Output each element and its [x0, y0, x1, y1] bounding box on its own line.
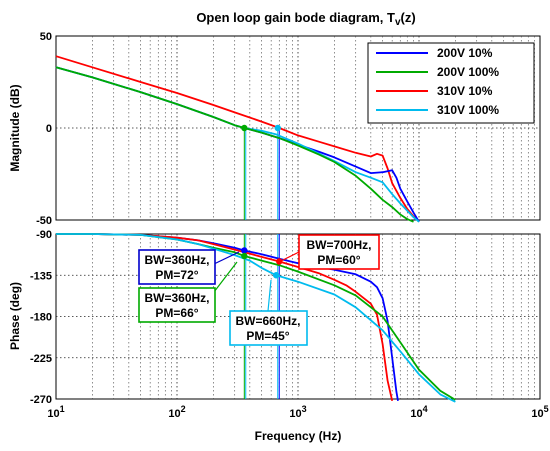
- legend-entry: 310V 10%: [376, 84, 493, 98]
- x-tick-label: 102: [168, 404, 185, 420]
- chart-title-end: (z): [401, 10, 416, 25]
- x-tick-label: 105: [531, 404, 548, 420]
- annotation-pm-label: PM=72°: [155, 268, 198, 282]
- crossover-marker: [241, 124, 248, 132]
- annotation-pm-label: PM=66°: [155, 306, 198, 320]
- annotation-pm-label: PM=60°: [317, 253, 360, 267]
- x-tick-label: 101: [47, 404, 64, 420]
- mag-ytick-label: 0: [46, 123, 52, 135]
- mag-line-series-1: [55, 66, 414, 223]
- annotation-200v-10: BW=360Hz, PM=72°: [138, 249, 216, 285]
- x-ticks: 101 102 103 104 105: [47, 404, 548, 420]
- annotation-pm-label: PM=45°: [246, 329, 289, 343]
- annotation-arrow-310v-100: [267, 279, 272, 312]
- annotation-310v-10: BW=700Hz, PM=60°: [298, 234, 380, 270]
- mag-line-series-2: [55, 55, 420, 223]
- annotation-bw-label: BW=700Hz,: [306, 238, 371, 252]
- magnitude-ylabel: Magnitude (dB): [8, 84, 22, 171]
- annotation-box: [138, 287, 216, 323]
- legend: 200V 10% 200V 100% 310V 10% 310V 100%: [367, 42, 535, 124]
- chart-title-subscript: v: [395, 17, 401, 28]
- phase-markers: [241, 247, 283, 279]
- chart-title-main: Open loop gain bode diagram, T: [196, 10, 395, 25]
- annotation-box: [229, 310, 308, 346]
- phase-margin-marker: [241, 252, 248, 260]
- phase-ytick-label: -135: [30, 270, 52, 282]
- mag-ytick-label: -50: [36, 215, 52, 227]
- annotation-box: [138, 249, 216, 285]
- x-tick-label: 104: [410, 404, 427, 420]
- phase-line-series-2: [56, 233, 394, 402]
- phase-ytick-label: -225: [30, 353, 52, 365]
- annotation-310v-100: BW=660Hz, PM=45°: [229, 310, 308, 346]
- mag-ytick-label: 50: [40, 31, 52, 43]
- phase-ytick-label: -180: [30, 312, 52, 324]
- phase-grid: [56, 234, 540, 399]
- phase-y-ticks: -90 -135 -180 -225 -270: [30, 229, 52, 406]
- annotations: BW=360Hz, PM=72° BW=360Hz, PM=66° BW=700…: [138, 234, 380, 346]
- annotation-200v-100: BW=360Hz, PM=66°: [138, 287, 216, 323]
- phase-curves: [56, 233, 456, 403]
- legend-entry: 200V 100%: [376, 65, 499, 79]
- annotation-arrow-200v-100: [213, 261, 238, 293]
- x-tick-label: 103: [289, 404, 306, 420]
- legend-label-200v-100: 200V 100%: [437, 65, 499, 79]
- annotation-bw-label: BW=660Hz,: [235, 314, 300, 328]
- annotation-arrow-310v-10: [280, 251, 300, 262]
- phase-margin-marker: [272, 272, 280, 279]
- crossover-marker: [274, 124, 281, 132]
- x-axis-label: Frequency (Hz): [255, 429, 342, 443]
- legend-entry: 310V 100%: [376, 103, 499, 117]
- phase-margin-marker: [276, 258, 283, 265]
- legend-label-310v-100: 310V 100%: [437, 103, 499, 117]
- magnitude-curves: [55, 55, 420, 223]
- chart-title: Open loop gain bode diagram, Tv(z): [196, 10, 415, 28]
- phase-ytick-label: -270: [30, 394, 52, 406]
- phase-ylabel: Phase (deg): [8, 282, 22, 350]
- magnitude-y-ticks: 50 0 -50: [36, 31, 52, 227]
- legend-label-310v-10: 310V 10%: [437, 84, 493, 98]
- legend-label-200v-10: 200V 10%: [437, 46, 493, 60]
- annotation-bw-label: BW=360Hz,: [144, 253, 209, 267]
- phase-ytick-label: -90: [36, 229, 52, 241]
- phase-line-series-3: [56, 233, 456, 403]
- magnitude-markers: [241, 124, 281, 132]
- phase-margin-marker: [241, 247, 248, 254]
- annotation-arrow-200v-10: [213, 251, 240, 265]
- magnitude-guides: [243, 128, 280, 220]
- legend-entry: 200V 10%: [376, 46, 493, 60]
- annotation-box: [298, 234, 380, 270]
- annotation-bw-label: BW=360Hz,: [144, 291, 209, 305]
